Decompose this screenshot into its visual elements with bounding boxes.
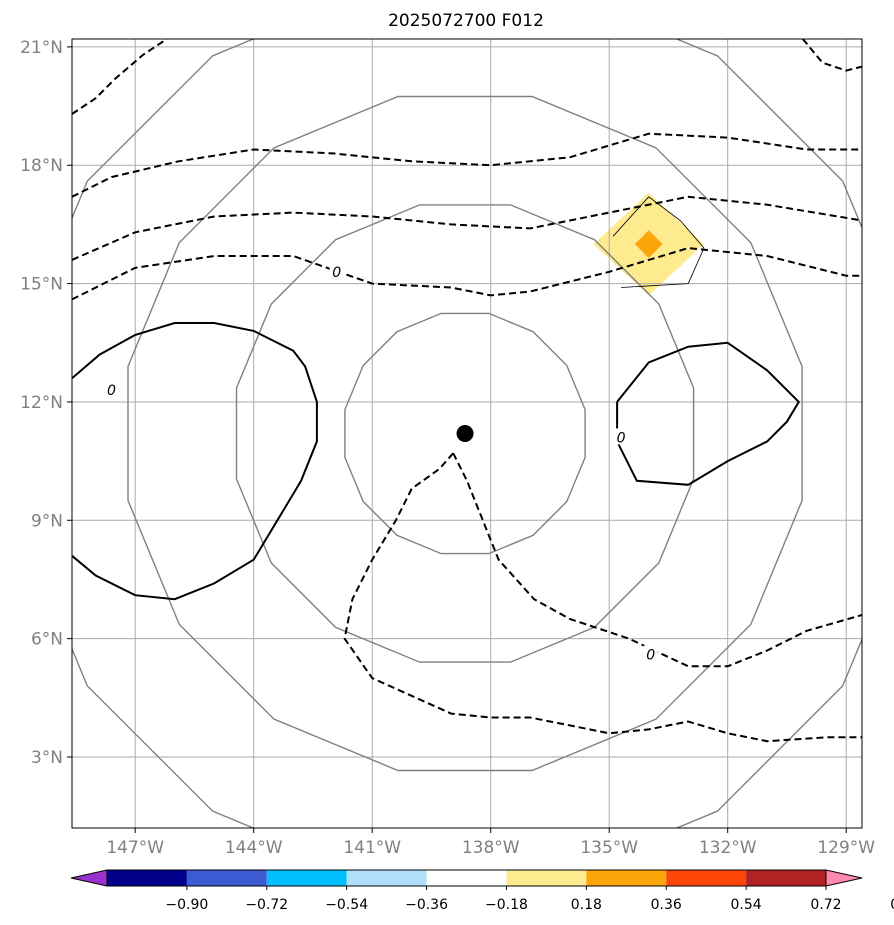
- contour-label-8: 0: [617, 430, 626, 446]
- colorbar-bin-6: [586, 870, 667, 886]
- colorbar-frame: [106, 869, 827, 887]
- contour-line-6: [343, 452, 862, 743]
- y-tick-label-6: 3°N: [31, 748, 63, 768]
- colorbar-bin-4: [426, 870, 507, 886]
- colorbar-tick-label-5: 0.18: [571, 897, 602, 913]
- y-tick-label-1: 18°N: [20, 156, 63, 176]
- colorbar-tick-label-3: −0.36: [405, 897, 448, 913]
- colorbar-bin-8: [746, 870, 826, 886]
- range-ring-0: [344, 312, 586, 555]
- contour-label-bg-8: [614, 428, 629, 445]
- colorbar-bin-5: [506, 870, 587, 886]
- filled-contours: [593, 192, 704, 296]
- plot-area: 0 0 0 0: [72, 39, 862, 828]
- contour-line-9: [612, 196, 705, 288]
- colorbar-tick-label-1: −0.72: [245, 897, 288, 913]
- range-ring-2: [127, 95, 803, 772]
- x-tick-label-5: 132°W: [699, 838, 757, 858]
- contour-line-8: [616, 341, 801, 486]
- range-ring-1: [235, 204, 695, 663]
- y-axis-ticks: 21°N 18°N 15°N 12°N 9°N 6°N 3°N: [20, 38, 72, 768]
- y-tick-label-3: 12°N: [20, 393, 63, 413]
- colorbar-bin-1: [186, 870, 267, 886]
- range-ring-3: [72, 39, 862, 828]
- colorbar-extend-high: [825, 869, 863, 887]
- x-tick-label-3: 138°W: [462, 838, 520, 858]
- colorbar-tick-label-2: −0.54: [325, 897, 368, 913]
- contour-line-7: [72, 322, 318, 601]
- contour-line-1: [802, 39, 862, 72]
- colorbar-tick-label-9: 0.90: [890, 897, 894, 913]
- filled-contour-1: [634, 230, 663, 258]
- contour-label-7: 0: [107, 383, 116, 399]
- colorbar-tick-label-0: −0.90: [165, 897, 208, 913]
- contour-label-bg-5: [643, 645, 658, 662]
- colorbar-bin-3: [346, 870, 427, 886]
- x-tick-label-2: 141°W: [343, 838, 401, 858]
- x-tick-label-1: 144°W: [225, 838, 283, 858]
- contour-label-4: 0: [332, 265, 341, 281]
- colorbar-bin-2: [266, 870, 347, 886]
- contour-labels: 0 0 0 0: [104, 262, 658, 663]
- contour-line-5: [452, 452, 862, 668]
- colorbar-tick-label-7: 0.54: [731, 897, 762, 913]
- contour-line-3: [72, 195, 862, 261]
- contour-label-5: 0: [646, 647, 655, 663]
- y-tick-label-2: 15°N: [20, 275, 63, 295]
- chart-title: 2025072700 F012: [388, 11, 544, 31]
- contour-label-bg-4: [329, 262, 344, 279]
- y-tick-label-4: 9°N: [31, 511, 63, 531]
- x-tick-label-4: 135°W: [580, 838, 638, 858]
- x-tick-label-6: 129°W: [817, 838, 875, 858]
- contour-line-2: [72, 132, 862, 198]
- plot-frame: [71, 38, 863, 829]
- colorbar: −0.90 −0.72 −0.54 −0.36 −0.18 0.18 0.36 0.54 0.7…: [70, 869, 894, 913]
- contour-lines: [72, 39, 862, 743]
- contour-label-bg-7: [104, 381, 119, 398]
- colorbar-bin-0: [107, 870, 187, 886]
- grid-lines: [72, 39, 862, 828]
- colorbar-tick-label-6: 0.36: [651, 897, 682, 913]
- range-rings: [72, 39, 862, 828]
- colorbar-tick-label-4: −0.18: [485, 897, 528, 913]
- contour-line-0: [72, 39, 168, 115]
- colorbar-extend-low: [70, 869, 108, 887]
- colorbar-bin-7: [666, 870, 747, 886]
- y-tick-label-0: 21°N: [20, 38, 63, 58]
- y-tick-label-5: 6°N: [31, 630, 63, 650]
- storm-center-marker: [456, 425, 474, 442]
- contour-line-4: [72, 247, 862, 301]
- colorbar-tick-label-8: 0.72: [810, 897, 841, 913]
- x-axis-ticks: 147°W 144°W 141°W 138°W 135°W 132°W 129°W: [106, 828, 875, 858]
- x-tick-label-0: 147°W: [106, 838, 164, 858]
